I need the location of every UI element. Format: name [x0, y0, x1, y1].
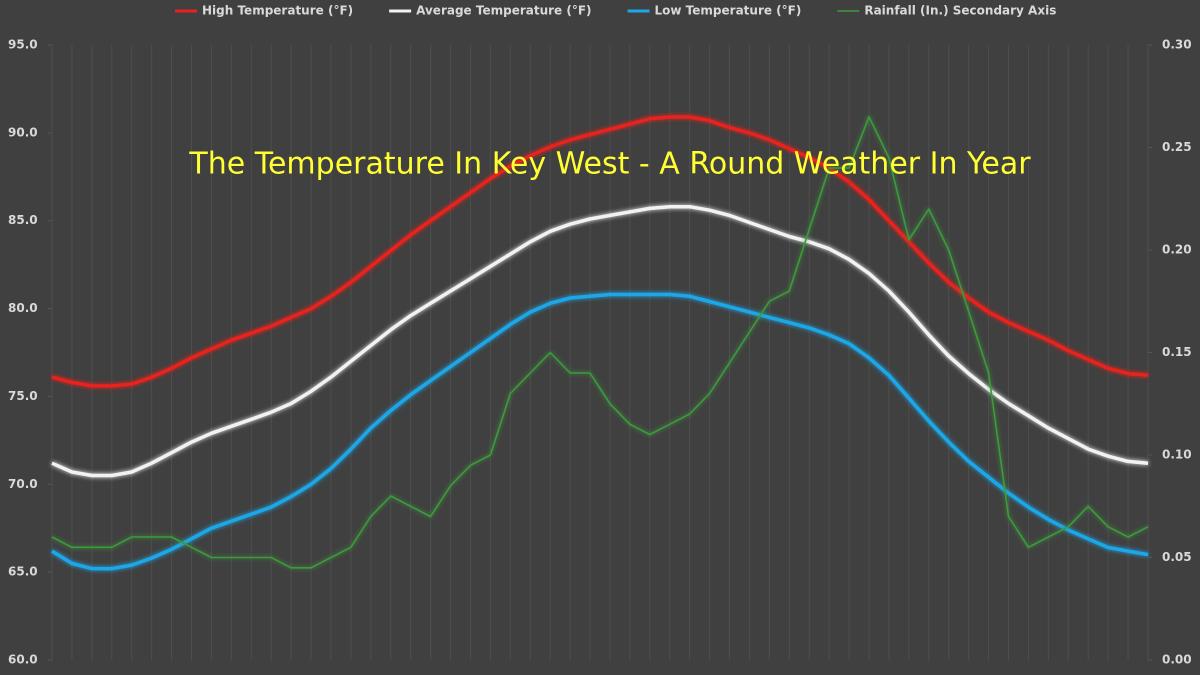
- series-line: [51, 292, 1149, 571]
- y2-tick-label: 0.30: [1162, 38, 1192, 52]
- y2-tick-label: 0.00: [1162, 653, 1192, 667]
- legend-label: High Temperature (°F): [202, 4, 353, 18]
- legend-label: Low Temperature (°F): [655, 4, 802, 18]
- y2-tick-label: 0.05: [1162, 550, 1192, 564]
- series-line: [51, 204, 1149, 478]
- series-line: [51, 115, 1149, 388]
- y-tick-label: 90.0: [8, 125, 38, 139]
- y2-tick-label: 0.20: [1162, 243, 1192, 257]
- legend-label: Average Temperature (°F): [416, 4, 591, 18]
- y2-tick-label: 0.10: [1162, 448, 1192, 462]
- series-line: [51, 116, 1149, 569]
- y-tick-label: 65.0: [8, 565, 38, 579]
- y-tick-label: 80.0: [8, 301, 38, 315]
- plot: [51, 115, 1149, 571]
- y-tick-label: 75.0: [8, 389, 38, 403]
- legend-label: Rainfall (In.) Secondary Axis: [864, 4, 1056, 18]
- y-tick-label: 95.0: [8, 38, 38, 52]
- y-tick-label: 60.0: [8, 653, 38, 667]
- y2-tick-label: 0.15: [1162, 345, 1192, 359]
- y-tick-label: 85.0: [8, 213, 38, 227]
- annotation: The Temperature In Key West - A Round We…: [188, 147, 1031, 182]
- y2-tick-label: 0.25: [1162, 140, 1192, 154]
- grid: [48, 44, 1152, 661]
- y-tick-label: 70.0: [8, 477, 38, 491]
